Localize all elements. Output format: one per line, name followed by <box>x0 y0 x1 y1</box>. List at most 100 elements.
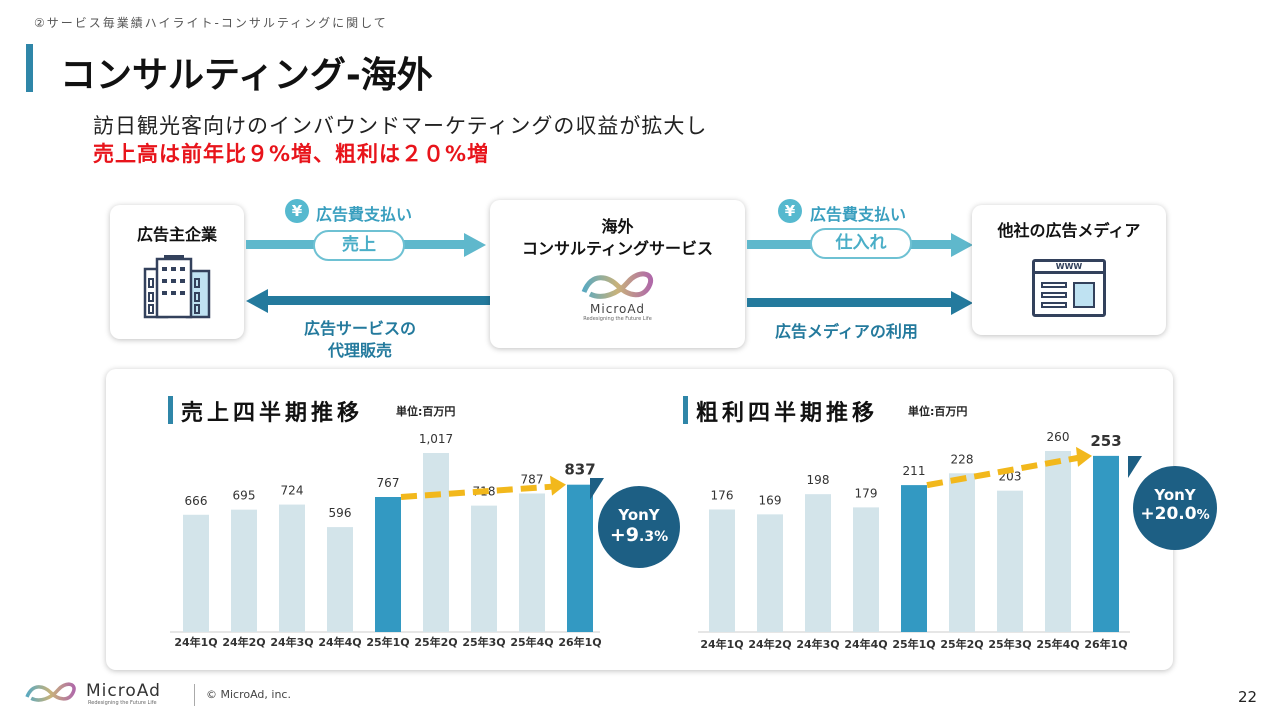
subtitle-line1: 訪日観光客向けのインバウンドマーケティングの収益が拡大し <box>93 114 708 138</box>
tick-label: 25年3Q <box>988 637 1031 651</box>
tick-label: 26年1Q <box>558 635 601 649</box>
data-label: 837 <box>564 461 595 479</box>
data-label: 787 <box>521 472 544 486</box>
www-text: WWW <box>1035 262 1103 274</box>
agency-label: 広告サービスの 代理販売 <box>280 318 440 362</box>
bar <box>901 485 927 632</box>
data-label: 724 <box>281 484 304 498</box>
tick-label: 24年2Q <box>222 635 265 649</box>
media-use-label: 広告メディアの利用 <box>775 322 918 341</box>
tick-label: 24年2Q <box>748 637 791 651</box>
footer-logo-name: MicroAd <box>86 681 161 701</box>
bar <box>997 490 1023 632</box>
badge-value: +20.0 <box>1140 504 1197 524</box>
yen-icon: ¥ <box>285 199 309 223</box>
sales-pill: 売上 <box>313 230 405 261</box>
tick-label: 25年1Q <box>892 637 935 651</box>
bar <box>375 497 401 632</box>
tick-label: 24年4Q <box>318 635 361 649</box>
service-card: 海外 コンサルティングサービス MicroAd Redesigning the … <box>490 200 745 348</box>
profit-chart-unit: 単位:百万円 <box>908 405 968 418</box>
arrow-right-icon <box>951 233 973 257</box>
bar <box>949 473 975 632</box>
media-card: 他社の広告メディア WWW <box>972 205 1166 335</box>
bar <box>423 453 449 632</box>
service-label-line1: 海外 <box>601 217 634 236</box>
data-label: 253 <box>1090 432 1121 450</box>
service-logo-tagline: Redesigning the Future Life <box>583 316 652 322</box>
tick-label: 25年2Q <box>940 637 983 651</box>
tick-label: 25年3Q <box>462 635 505 649</box>
sales-yony-badge: YonY +9.3% <box>598 486 680 568</box>
data-label: 666 <box>185 494 208 508</box>
bar <box>231 509 257 632</box>
trend-arrow-line <box>400 483 553 500</box>
bar <box>853 507 879 632</box>
arrow-right-icon <box>464 233 486 257</box>
bar <box>1093 455 1119 632</box>
tick-label: 24年3Q <box>796 637 839 651</box>
tick-label: 24年1Q <box>174 635 217 649</box>
title-accent-bar <box>26 44 33 92</box>
service-label-line2: コンサルティングサービス <box>521 239 714 258</box>
bar <box>1045 451 1071 632</box>
bar <box>279 504 305 632</box>
data-label: 198 <box>807 473 830 487</box>
bar <box>567 484 593 632</box>
bar <box>757 514 783 632</box>
data-label: 596 <box>329 506 352 520</box>
data-label: 260 <box>1047 430 1070 444</box>
data-label: 169 <box>759 493 782 507</box>
copyright: © MicroAd, inc. <box>206 688 291 701</box>
page-title: コンサルティング-海外 <box>60 55 433 96</box>
footer-divider <box>194 684 195 706</box>
agency-arrow-line <box>268 296 490 305</box>
footer-logo-tagline: Redesigning the Future Life <box>88 700 157 706</box>
building-icon <box>143 255 211 319</box>
bar <box>709 509 735 632</box>
data-label: 1,017 <box>419 432 453 446</box>
arrow-right-icon <box>951 291 973 315</box>
yen-icon: ¥ <box>778 199 802 223</box>
badge-decimal: % <box>1196 508 1210 523</box>
data-label: 179 <box>855 486 878 500</box>
tick-label: 24年4Q <box>844 637 887 651</box>
payment-label-right: 広告費支払い <box>810 205 907 224</box>
trend-arrow-line <box>926 454 1079 489</box>
profit-chart-title: 粗利四半期推移 <box>696 401 879 426</box>
tick-label: 25年2Q <box>414 635 457 649</box>
agency-label-line2: 代理販売 <box>327 341 392 360</box>
media-arrow-line <box>747 298 953 307</box>
chart-title-accent <box>683 396 688 424</box>
service-logo-name: MicroAd <box>590 302 645 316</box>
media-label: 他社の広告メディア <box>997 221 1141 240</box>
badge-decimal: .3% <box>639 529 669 545</box>
tick-label: 25年4Q <box>510 635 553 649</box>
purchase-pill: 仕入れ <box>810 228 912 259</box>
bar <box>519 493 545 632</box>
data-label: 228 <box>951 452 974 466</box>
bar <box>805 494 831 632</box>
advertiser-card: 広告主企業 <box>110 205 244 339</box>
bar <box>327 527 353 632</box>
bar <box>183 514 209 632</box>
data-label: 211 <box>903 464 926 478</box>
trend-arrowhead-icon <box>1076 446 1092 467</box>
subtitle-line2: 売上高は前年比９%増、粗利は２０%増 <box>93 142 490 166</box>
tick-label: 24年1Q <box>700 637 743 651</box>
tick-label: 26年1Q <box>1084 637 1127 651</box>
agency-label-line1: 広告サービスの <box>303 319 416 338</box>
data-label: 176 <box>711 488 734 502</box>
sales-chart-title: 売上四半期推移 <box>181 401 364 426</box>
tick-label: 24年3Q <box>270 635 313 649</box>
badge-label: YonY <box>618 506 660 524</box>
badge-label: YonY <box>1154 486 1196 504</box>
footer-logo-icon <box>25 682 76 702</box>
payment-label-left: 広告費支払い <box>316 205 413 224</box>
arrow-left-icon <box>246 289 268 313</box>
web-page-icon: WWW <box>1032 259 1106 317</box>
advertiser-label: 広告主企業 <box>136 225 217 244</box>
microad-logo-icon <box>581 271 653 299</box>
data-label: 695 <box>233 489 256 503</box>
